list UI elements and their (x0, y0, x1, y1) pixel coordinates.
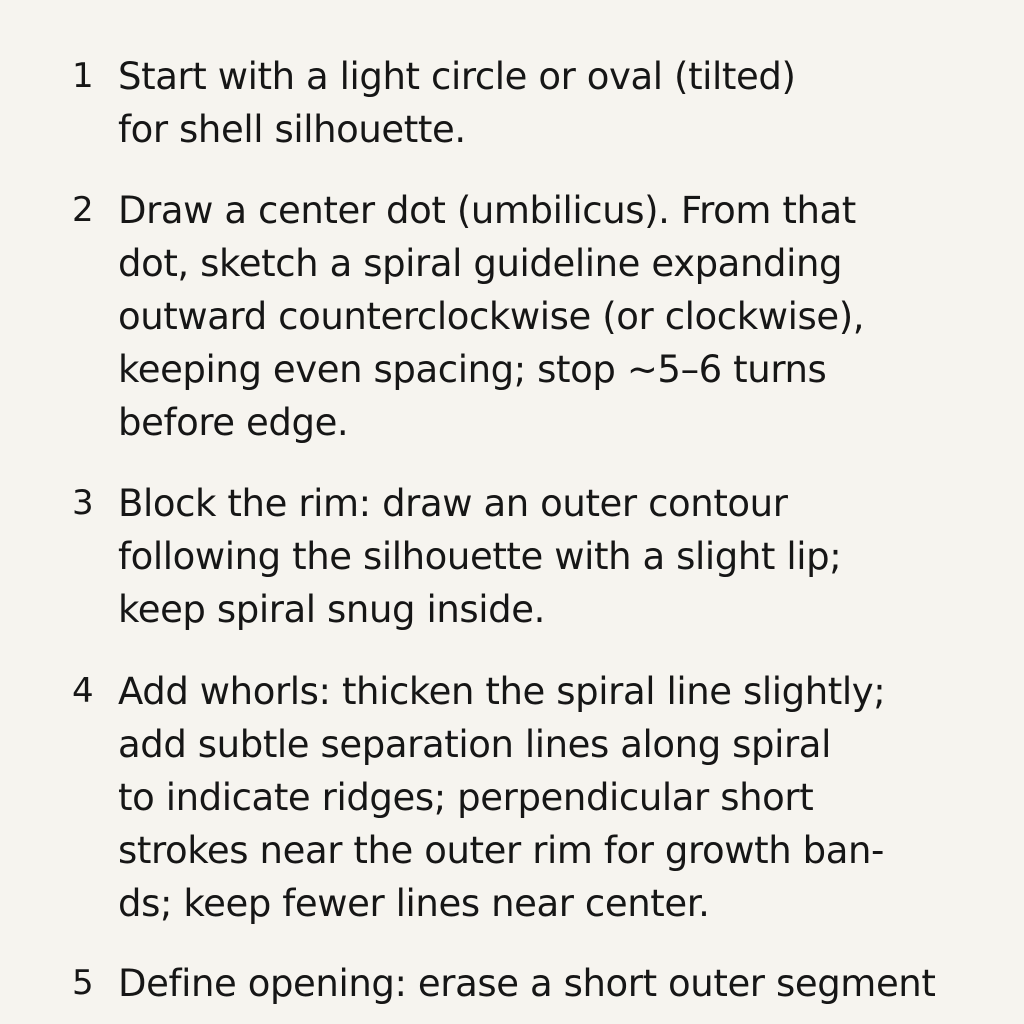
step-line: add subtle separation lines along spiral (118, 723, 831, 766)
step-line: for shell silhouette. (118, 108, 466, 151)
step-line: ds; keep fewer lines near center. (118, 882, 710, 925)
step-number: 4 (72, 671, 94, 711)
step-line: Define opening: erase a short outer segm… (118, 962, 936, 1005)
step-line: Draw a center dot (umbilicus). From that (118, 189, 856, 232)
step-line: Add whorls: thicken the spiral line slig… (118, 670, 886, 713)
step-text: Block the rim: draw an outer contour fol… (118, 477, 998, 636)
step-number: 5 (72, 963, 94, 1003)
step-number: 2 (72, 190, 94, 230)
step-line: to indicate ridges; perpendicular short (118, 776, 814, 819)
step-line: following the silhouette with a slight l… (118, 535, 842, 578)
step-number: 3 (72, 483, 94, 523)
step-line: keep spiral snug inside. (118, 588, 545, 631)
step-line: before edge. (118, 401, 349, 444)
step-text: Draw a center dot (umbilicus). From that… (118, 184, 998, 449)
step-text: Define opening: erase a short outer segm… (118, 957, 998, 1010)
step-text: Add whorls: thicken the spiral line slig… (118, 665, 998, 930)
step-line: Start with a light circle or oval (tilte… (118, 55, 796, 98)
step-number: 1 (72, 56, 94, 96)
step-line: keeping even spacing; stop ~5–6 turns (118, 348, 827, 391)
step-line: outward counterclockwise (or clockwise), (118, 295, 865, 338)
step-line: Block the rim: draw an outer contour (118, 482, 788, 525)
step-line: strokes near the outer rim for growth ba… (118, 829, 884, 872)
step-line: dot, sketch a spiral guideline expanding (118, 242, 843, 285)
step-text: Start with a light circle or oval (tilte… (118, 50, 998, 156)
